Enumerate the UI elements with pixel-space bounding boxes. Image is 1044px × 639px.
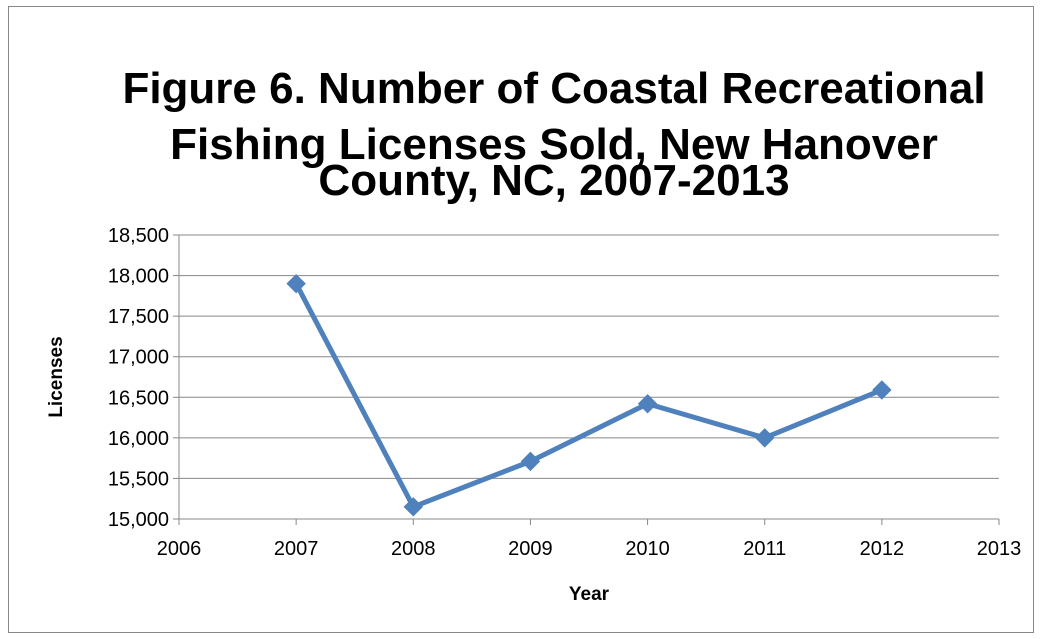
x-tick-label: 2010: [625, 538, 670, 560]
y-tick-label: 18,000: [108, 266, 169, 288]
y-tick-label: 15,000: [108, 509, 169, 531]
y-tick-labels: 15,000 15,500 16,000 16,500 17,000 17,500 18,0…: [108, 225, 169, 531]
x-axis-title: Year: [569, 584, 610, 605]
y-tick-label: 15,500: [108, 468, 169, 490]
data-series: [286, 273, 892, 517]
x-tick-label: 2012: [860, 538, 905, 560]
y-tick-label: 17,000: [108, 347, 169, 369]
data-point-2009: [520, 451, 541, 472]
x-tick-label: 2007: [274, 538, 319, 560]
data-point-2012: [872, 380, 892, 400]
y-tick-label: 18,500: [108, 225, 169, 247]
chart-title-line-3: County, NC, 2007-2013: [318, 156, 789, 205]
chart-title: Figure 6. Number of Coastal Recreational…: [122, 64, 985, 205]
gridlines: [179, 234, 999, 479]
data-point-2008: [403, 497, 423, 517]
x-tick-label: 2008: [391, 538, 436, 560]
x-tick-label: 2011: [743, 538, 786, 560]
y-tick-label: 16,000: [108, 428, 169, 450]
x-tick-label: 2009: [508, 538, 553, 560]
x-tick-label: 2006: [157, 538, 202, 560]
data-point-2010: [637, 394, 658, 414]
x-tick-labels: 2006 2007 2008 2009 2010 2011 2012 2013: [157, 538, 1022, 560]
chart-title-line-1: Figure 6. Number of Coastal Recreational: [122, 64, 985, 113]
series-line: [293, 281, 885, 510]
data-point-2007: [286, 273, 306, 294]
y-axis-title: Licenses: [46, 336, 67, 417]
axes: [173, 234, 1000, 525]
y-tick-label: 17,500: [108, 306, 169, 328]
chart-title-line-2: Fishing Licenses Sold, New Hanover: [170, 120, 938, 169]
x-tick-label: 2013: [977, 538, 1022, 560]
data-point-2011: [755, 428, 775, 448]
y-tick-label: 16,500: [108, 387, 169, 409]
